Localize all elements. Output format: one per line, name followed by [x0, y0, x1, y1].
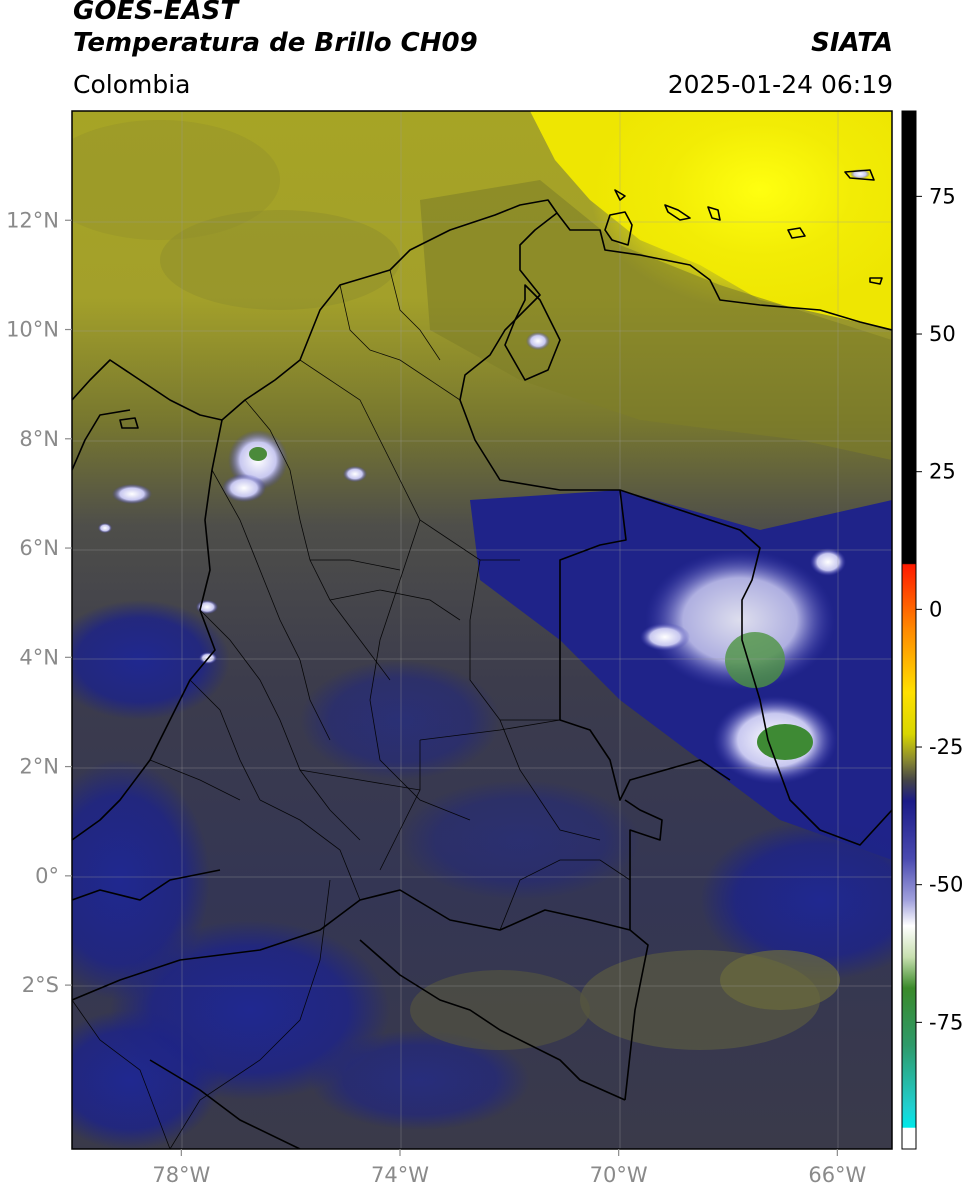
lat-tick-label: 0° [35, 864, 59, 888]
colorbar-tick-label: -50 [929, 873, 963, 897]
colorbar-tick-label: 75 [929, 184, 956, 208]
map-title-line2: Temperatura de Brillo CH09 [73, 28, 478, 58]
lon-tick-label: 70°W [590, 1163, 648, 1187]
imagery-layer [72, 111, 892, 1149]
admin-borders [72, 269, 631, 1149]
region-label: Colombia [73, 70, 191, 99]
country-borders [72, 169, 892, 1149]
latitude-ticks: 12°N 10°N 8°N 6°N 4°N 2°N 0° 2°S [6, 208, 72, 997]
map-title-line1: GOES-EAST [73, 0, 239, 26]
map-frame [71, 110, 893, 1150]
longitude-ticks: 78°W 74°W 70°W 66°W [152, 1149, 867, 1187]
colorbar-tick-label: 0 [929, 597, 942, 621]
brand-label: SIATA [811, 28, 893, 58]
colorbar-ticks: 75 50 25 0 -25 -50 -75 [916, 184, 963, 1034]
colorbar-tick-label: -75 [929, 1010, 963, 1034]
lat-tick-label: 2°N [19, 755, 59, 779]
lat-tick-label: 12°N [6, 208, 59, 232]
lon-tick-label: 74°W [371, 1163, 429, 1187]
lon-tick-label: 66°W [808, 1163, 866, 1187]
lat-tick-label: 6°N [19, 536, 59, 560]
lat-tick-label: 4°N [19, 645, 59, 669]
lon-tick-label: 78°W [152, 1163, 210, 1187]
lat-tick-label: 2°S [22, 973, 59, 997]
colorbar [901, 110, 917, 1150]
timestamp-label: 2025-01-24 06:19 [667, 70, 893, 99]
colorbar-tick-label: -25 [929, 735, 963, 759]
lat-tick-label: 10°N [6, 318, 59, 342]
colorbar-tick-label: 25 [929, 460, 956, 484]
lat-tick-label: 8°N [19, 427, 59, 451]
colorbar-tick-label: 50 [929, 322, 956, 346]
